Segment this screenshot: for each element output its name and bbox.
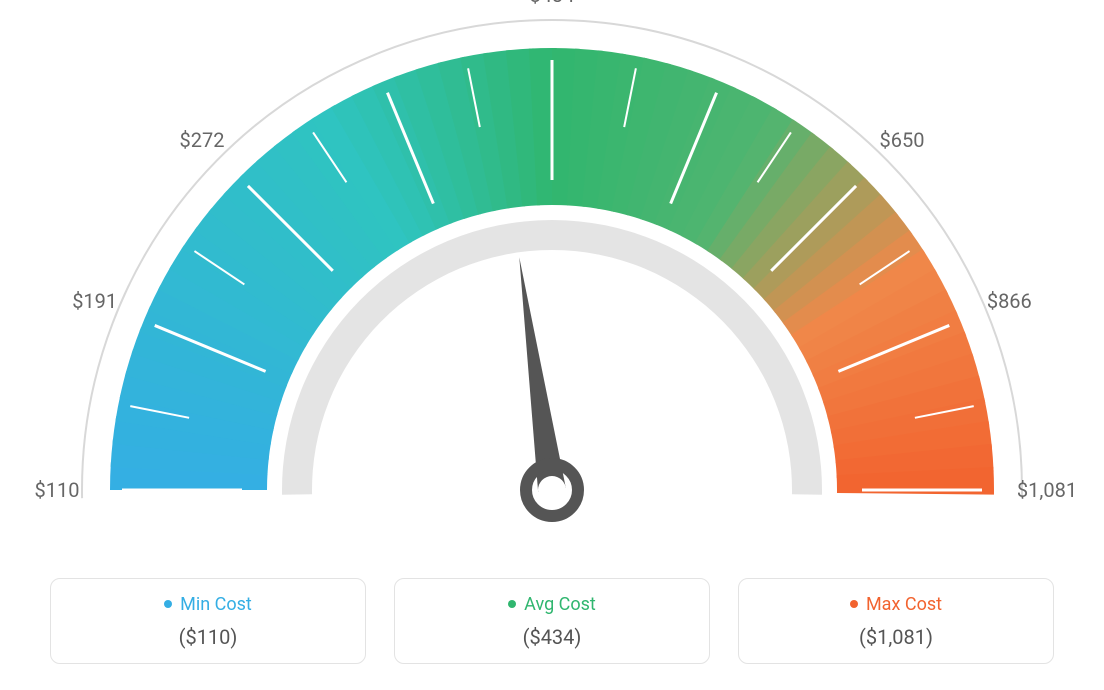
- max-cost-label: Max Cost: [850, 594, 942, 615]
- gauge-tick-label: $272: [179, 128, 224, 152]
- avg-cost-value: ($434): [415, 625, 689, 649]
- min-dot-icon: [164, 600, 172, 608]
- gauge-chart: $110 $191 $272 $434 $650 $866 $1,081: [0, 0, 1104, 560]
- max-dot-icon: [850, 600, 858, 608]
- avg-dot-icon: [508, 600, 516, 608]
- gauge-svg: [0, 0, 1104, 560]
- cost-cards: Min Cost ($110) Avg Cost ($434) Max Cost…: [0, 578, 1104, 664]
- gauge-tick-label: $866: [987, 289, 1032, 313]
- gauge-tick-label: $650: [880, 128, 925, 152]
- min-label-text: Min Cost: [180, 594, 252, 615]
- max-cost-card: Max Cost ($1,081): [738, 578, 1054, 664]
- gauge-tick-label: $110: [35, 478, 80, 502]
- min-cost-label: Min Cost: [164, 594, 252, 615]
- min-cost-card: Min Cost ($110): [50, 578, 366, 664]
- min-cost-value: ($110): [71, 625, 345, 649]
- avg-cost-card: Avg Cost ($434): [394, 578, 710, 664]
- max-label-text: Max Cost: [866, 594, 942, 615]
- max-cost-value: ($1,081): [759, 625, 1033, 649]
- avg-label-text: Avg Cost: [524, 594, 596, 615]
- avg-cost-label: Avg Cost: [508, 594, 596, 615]
- gauge-tick-label: $191: [72, 289, 117, 313]
- gauge-tick-label: $1,081: [1017, 478, 1077, 502]
- gauge-tick-label: $434: [530, 0, 575, 7]
